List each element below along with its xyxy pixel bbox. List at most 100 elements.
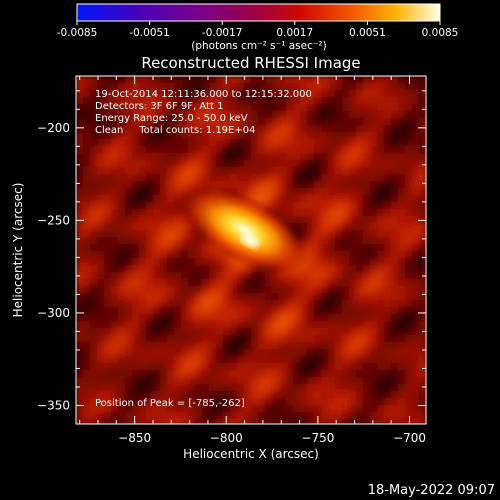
heatmap-cell	[258, 335, 266, 343]
heatmap-cell	[384, 195, 392, 203]
heatmap-cell	[328, 321, 336, 329]
heatmap-cell	[146, 265, 154, 273]
heatmap-cell	[83, 286, 91, 294]
heatmap-cell	[97, 160, 105, 168]
heatmap-cell	[202, 160, 210, 168]
heatmap-cell	[118, 244, 126, 252]
heatmap-cell	[237, 391, 245, 399]
heatmap-cell	[391, 216, 399, 224]
heatmap-cell	[363, 111, 371, 119]
heatmap-cell	[419, 300, 426, 308]
heatmap-cell	[216, 405, 224, 413]
heatmap-cell	[258, 391, 266, 399]
heatmap-cell	[174, 188, 182, 196]
heatmap-cell	[167, 265, 175, 273]
heatmap-cell	[188, 139, 196, 147]
heatmap-cell	[139, 342, 147, 350]
heatmap-cell	[237, 314, 245, 322]
heatmap-cell	[90, 97, 98, 105]
heatmap-cell	[209, 356, 217, 364]
heatmap-cell	[132, 181, 140, 189]
heatmap-cell	[356, 118, 364, 126]
heatmap-cell	[279, 377, 287, 385]
heatmap-cell	[377, 97, 385, 105]
heatmap-cell	[160, 153, 168, 161]
heatmap-cell	[335, 293, 343, 301]
heatmap-cell	[321, 419, 329, 424]
heatmap-cell	[125, 279, 133, 287]
heatmap-cell	[174, 363, 182, 371]
heatmap-cell	[97, 125, 105, 133]
heatmap-cell	[398, 132, 406, 140]
heatmap-cell	[279, 174, 287, 182]
heatmap-cell	[328, 300, 336, 308]
heatmap-cell	[111, 167, 119, 175]
heatmap-cell	[300, 90, 308, 98]
heatmap-cell	[356, 188, 364, 196]
heatmap-cell	[328, 209, 336, 217]
heatmap-cell	[153, 251, 161, 259]
heatmap-cell	[307, 377, 315, 385]
heatmap-cell	[293, 370, 301, 378]
heatmap-cell	[153, 181, 161, 189]
heatmap-cell	[342, 181, 350, 189]
heatmap-cell	[167, 363, 175, 371]
heatmap-cell	[90, 181, 98, 189]
heatmap-cell	[258, 76, 266, 84]
heatmap-cell	[405, 139, 413, 147]
heatmap-cell	[384, 272, 392, 280]
heatmap-cell	[146, 153, 154, 161]
heatmap-cell	[384, 118, 392, 126]
heatmap-cell	[314, 230, 322, 238]
heatmap-cell	[412, 181, 420, 189]
heatmap-cell	[104, 363, 112, 371]
heatmap-cell	[202, 321, 210, 329]
heatmap-cell	[398, 209, 406, 217]
heatmap-cell	[377, 314, 385, 322]
heatmap-cell	[258, 356, 266, 364]
heatmap-cell	[293, 195, 301, 203]
heatmap-cell	[139, 76, 147, 84]
heatmap-cell	[279, 104, 287, 112]
heatmap-cell	[146, 132, 154, 140]
heatmap-cell	[377, 349, 385, 357]
heatmap-cell	[272, 314, 280, 322]
heatmap-cell	[321, 83, 329, 91]
heatmap-cell	[398, 76, 406, 84]
heatmap-cell	[174, 398, 182, 406]
heatmap-cell	[118, 377, 126, 385]
heatmap-cell	[160, 279, 168, 287]
heatmap-cell	[90, 216, 98, 224]
heatmap-cell	[223, 132, 231, 140]
heatmap-cell	[139, 118, 147, 126]
heatmap-cell	[195, 97, 203, 105]
heatmap-cell	[104, 251, 112, 259]
heatmap-cell	[132, 258, 140, 266]
heatmap-cell	[370, 202, 378, 210]
heatmap-cell	[363, 377, 371, 385]
heatmap-cell	[398, 391, 406, 399]
heatmap-cell	[265, 307, 273, 315]
heatmap-cell	[251, 405, 259, 413]
heatmap-cell	[405, 300, 413, 308]
heatmap-cell	[384, 293, 392, 301]
heatmap-cell	[125, 377, 133, 385]
heatmap-cell	[370, 97, 378, 105]
heatmap-cell	[349, 181, 357, 189]
heatmap-cell	[258, 405, 266, 413]
heatmap-cell	[251, 307, 259, 315]
heatmap-cell	[419, 384, 426, 392]
heatmap-cell	[83, 97, 91, 105]
heatmap-cell	[132, 300, 140, 308]
heatmap-cell	[160, 377, 168, 385]
heatmap-cell	[237, 328, 245, 336]
heatmap-cell	[391, 195, 399, 203]
heatmap-cell	[237, 188, 245, 196]
heatmap-cell	[370, 195, 378, 203]
heatmap-cell	[111, 307, 119, 315]
heatmap-cell	[132, 314, 140, 322]
heatmap-cell	[83, 230, 91, 238]
heatmap-cell	[307, 391, 315, 399]
heatmap-cell	[230, 342, 238, 350]
heatmap-cell	[412, 83, 420, 91]
